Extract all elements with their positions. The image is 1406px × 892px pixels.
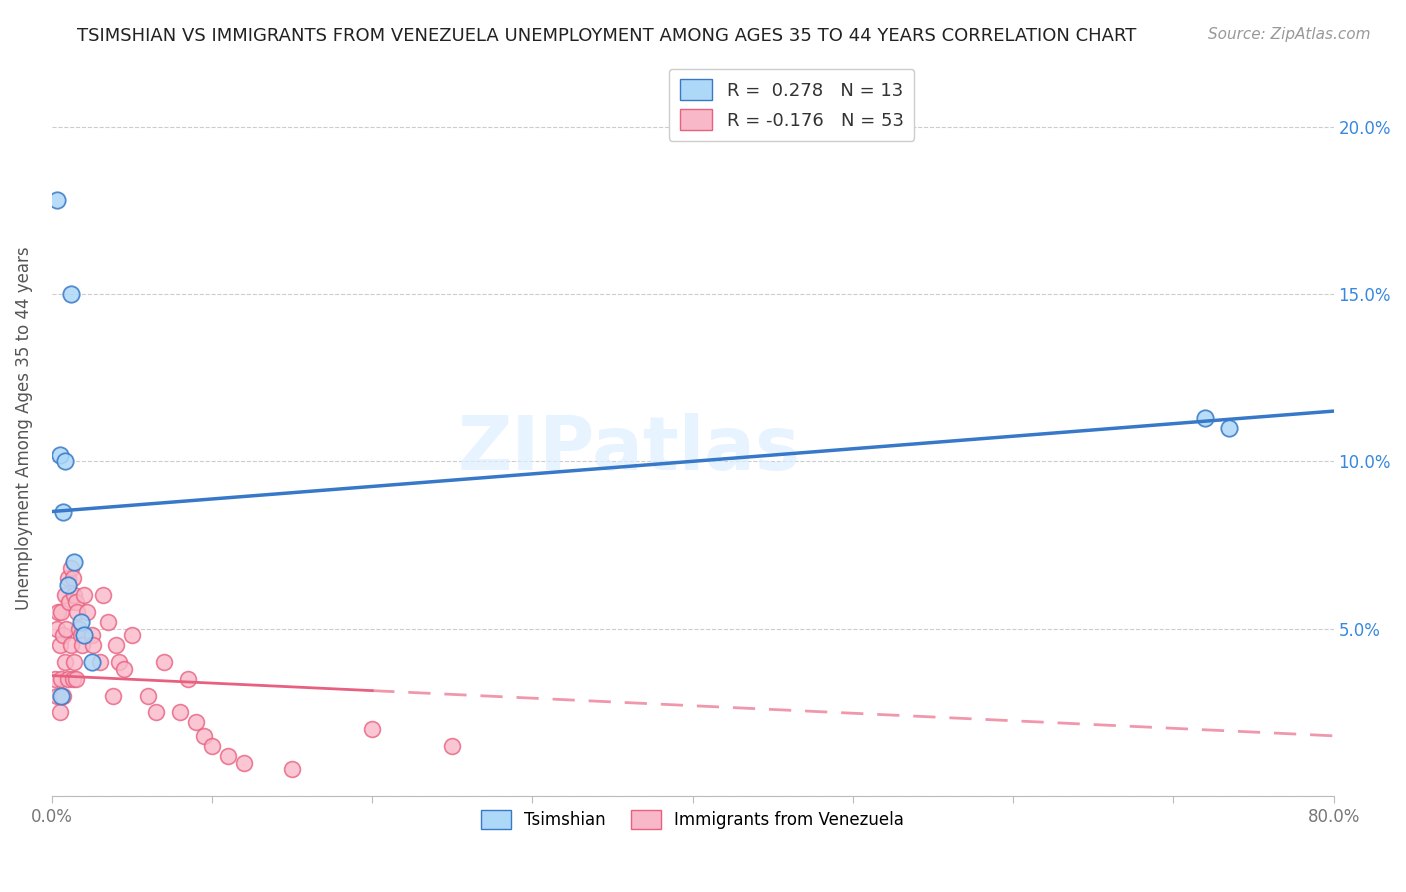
Point <box>62 672 84 686</box>
Point <box>69 615 91 629</box>
Point <box>153 655 176 669</box>
Text: ZIPatlas: ZIPatlas <box>457 413 800 486</box>
Point <box>145 706 167 720</box>
Point <box>51 605 73 619</box>
Point <box>101 689 124 703</box>
Point <box>89 655 111 669</box>
Point <box>56 672 79 686</box>
Point <box>1194 410 1216 425</box>
Point <box>55 622 77 636</box>
Point <box>177 672 200 686</box>
Point <box>56 572 79 586</box>
Point <box>51 689 73 703</box>
Point <box>65 672 87 686</box>
Point <box>59 561 82 575</box>
Point <box>201 739 224 753</box>
Point <box>49 448 72 462</box>
Point <box>63 588 86 602</box>
Point <box>91 588 114 602</box>
Point <box>441 739 464 753</box>
Point <box>45 622 67 636</box>
Point <box>58 595 80 609</box>
Point <box>80 655 103 669</box>
Point <box>80 628 103 642</box>
Point <box>65 595 87 609</box>
Point <box>52 504 75 518</box>
Point <box>73 628 96 642</box>
Point <box>108 655 131 669</box>
Point <box>233 756 256 770</box>
Point <box>46 605 69 619</box>
Point <box>49 639 72 653</box>
Point <box>53 655 76 669</box>
Y-axis label: Unemployment Among Ages 35 to 44 years: Unemployment Among Ages 35 to 44 years <box>15 246 32 609</box>
Point <box>361 722 384 736</box>
Point <box>73 588 96 602</box>
Point <box>193 729 215 743</box>
Point <box>52 628 75 642</box>
Point <box>70 639 93 653</box>
Point <box>217 748 239 763</box>
Point <box>56 578 79 592</box>
Legend: Tsimshian, Immigrants from Venezuela: Tsimshian, Immigrants from Venezuela <box>474 803 911 836</box>
Point <box>63 555 86 569</box>
Point <box>53 454 76 468</box>
Point <box>62 572 84 586</box>
Point <box>76 605 98 619</box>
Point <box>82 639 104 653</box>
Point <box>59 639 82 653</box>
Point <box>52 689 75 703</box>
Point <box>45 689 67 703</box>
Text: Source: ZipAtlas.com: Source: ZipAtlas.com <box>1208 27 1371 42</box>
Point <box>69 628 91 642</box>
Point <box>184 715 207 730</box>
Point <box>59 287 82 301</box>
Point <box>49 706 72 720</box>
Point <box>66 605 89 619</box>
Point <box>97 615 120 629</box>
Point <box>121 628 143 642</box>
Point <box>136 689 159 703</box>
Point <box>63 655 86 669</box>
Point <box>51 672 73 686</box>
Point <box>45 193 67 207</box>
Point <box>1218 421 1240 435</box>
Point <box>44 672 66 686</box>
Point <box>67 622 90 636</box>
Point <box>112 662 135 676</box>
Point <box>53 588 76 602</box>
Point <box>104 639 127 653</box>
Point <box>281 762 304 776</box>
Text: TSIMSHIAN VS IMMIGRANTS FROM VENEZUELA UNEMPLOYMENT AMONG AGES 35 TO 44 YEARS CO: TSIMSHIAN VS IMMIGRANTS FROM VENEZUELA U… <box>77 27 1136 45</box>
Point <box>169 706 191 720</box>
